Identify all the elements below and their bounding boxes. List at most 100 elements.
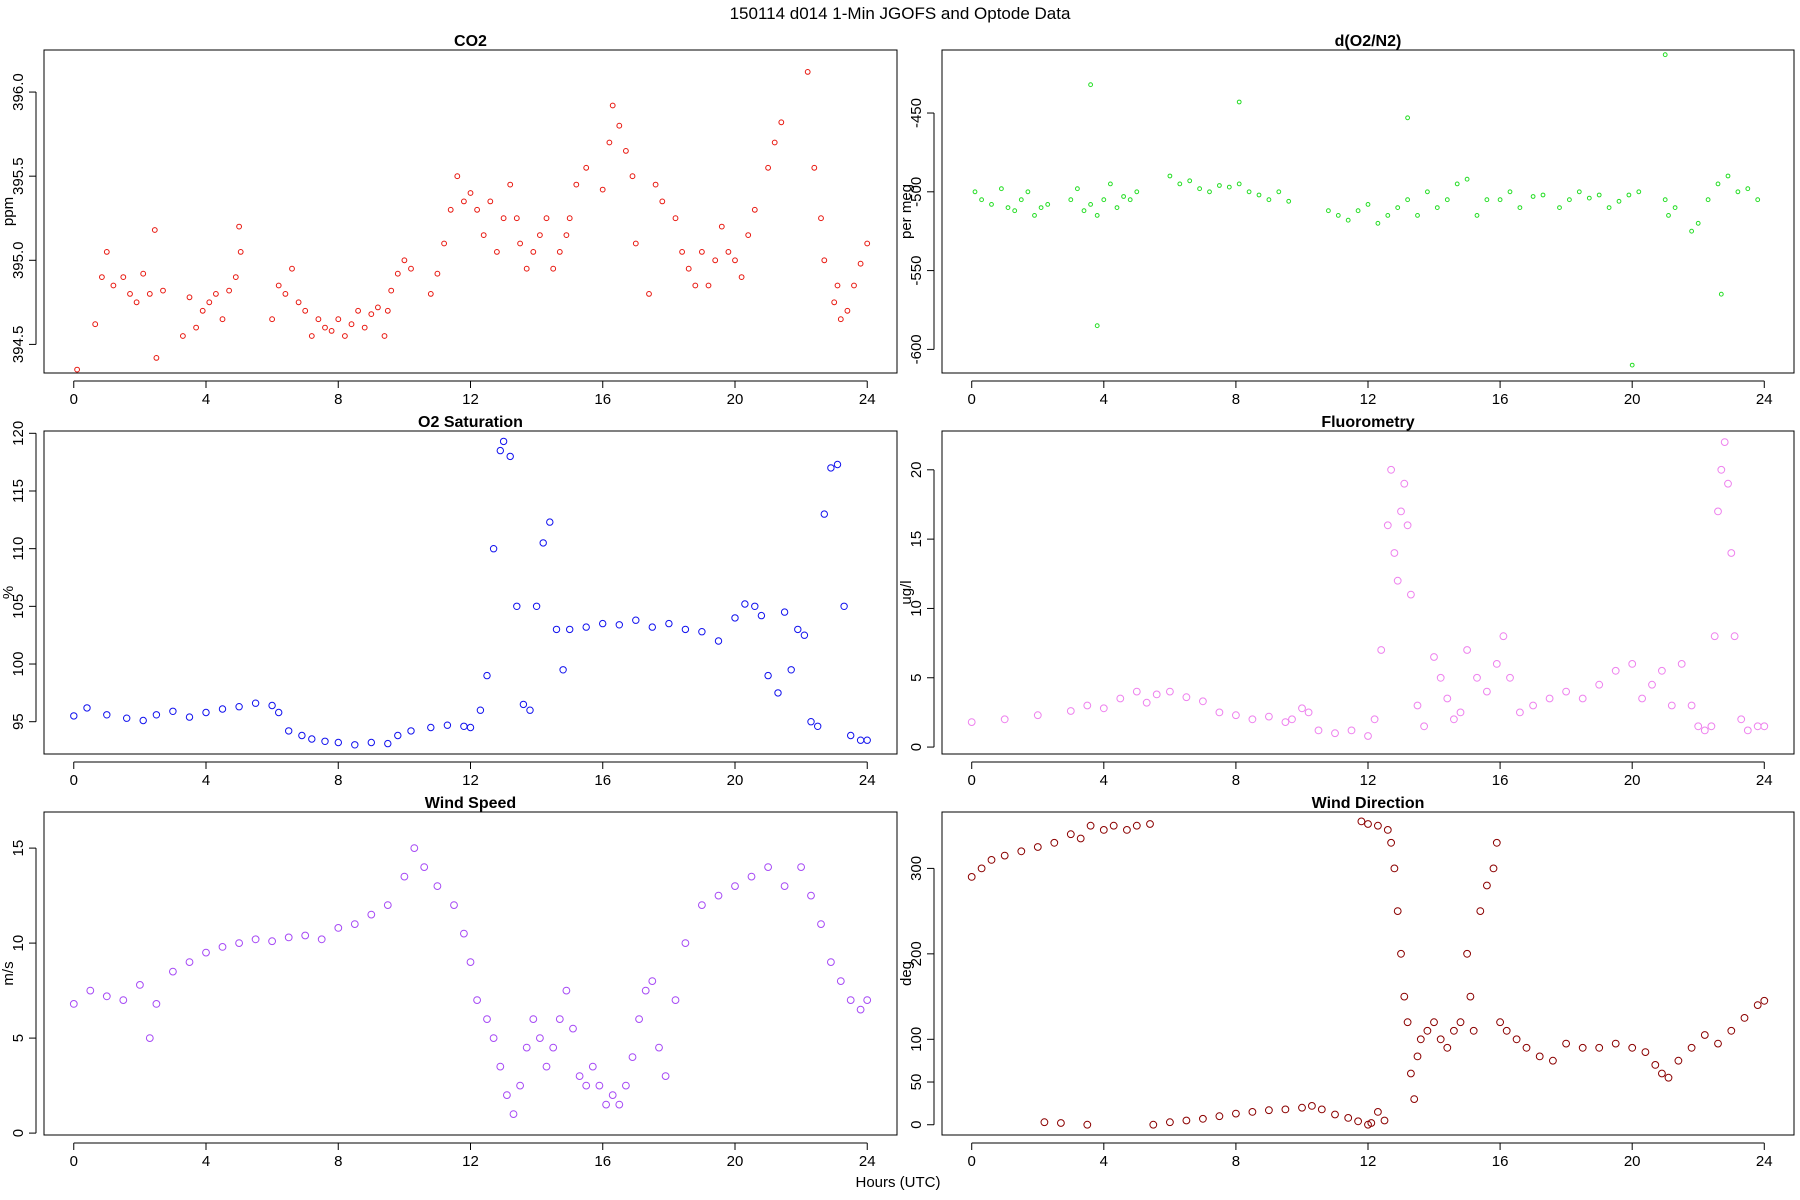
- data-point: [102, 992, 111, 1001]
- data-point: [202, 708, 210, 717]
- data-point: [972, 189, 978, 195]
- data-point: [1410, 1095, 1419, 1103]
- data-point: [1357, 817, 1366, 826]
- data-point: [1403, 1018, 1412, 1027]
- data-point: [1489, 864, 1498, 873]
- data-point: [764, 671, 772, 680]
- data-point: [628, 1053, 637, 1061]
- data-point: [434, 270, 441, 277]
- data-point: [741, 600, 749, 608]
- data-point: [1492, 838, 1501, 847]
- data-point: [1740, 1014, 1749, 1022]
- data-point: [1753, 722, 1762, 731]
- data-point: [582, 623, 590, 631]
- x-axis-do2n2: 0 4 8 12 16 20 24: [968, 380, 1773, 408]
- data-point: [169, 967, 177, 976]
- data-point: [1094, 323, 1100, 329]
- x-tick-label: 20: [727, 1153, 744, 1170]
- x-axis-fluor: 0 4 8 12 16 20 24: [968, 761, 1773, 789]
- data-point: [1715, 181, 1721, 187]
- data-point: [1331, 1110, 1339, 1119]
- data-point: [236, 223, 243, 230]
- data-point: [1407, 590, 1415, 599]
- data-point: [152, 1000, 161, 1008]
- data-point: [661, 1072, 670, 1080]
- plot-frame-windspeed: [43, 811, 898, 1136]
- data-point: [123, 714, 131, 722]
- data-point: [595, 1081, 604, 1090]
- data-point: [840, 602, 848, 610]
- data-point: [1390, 864, 1399, 873]
- panel-winddir: Wind Direction deg 0 4 8 12 16 20 24 0 50 100 200 300: [898, 795, 1795, 1170]
- data-point: [1535, 1052, 1544, 1061]
- x-tick-label: 8: [334, 391, 342, 408]
- data-point: [145, 1034, 154, 1042]
- data-point: [1415, 213, 1420, 218]
- data-point: [487, 198, 494, 205]
- data-point: [632, 240, 639, 247]
- data-point: [539, 539, 547, 547]
- data-point: [69, 1000, 78, 1008]
- data-point: [1226, 184, 1232, 190]
- data-point: [778, 119, 785, 126]
- data-point: [1217, 183, 1222, 188]
- data-point: [213, 291, 219, 297]
- data-point: [1177, 181, 1183, 187]
- data-point: [731, 614, 739, 622]
- data-point: [1405, 115, 1410, 121]
- data-point: [1628, 1043, 1637, 1052]
- data-point: [582, 1081, 591, 1090]
- data-point: [202, 948, 210, 957]
- data-point: [1040, 1118, 1049, 1127]
- data-point: [1380, 1116, 1389, 1125]
- y-tick-label: 0: [908, 1121, 925, 1129]
- data-point: [1700, 1031, 1709, 1039]
- data-point: [738, 274, 745, 281]
- data-point: [1420, 722, 1428, 731]
- x-tick-label: 0: [968, 1153, 976, 1170]
- series-fluor: [967, 438, 1769, 740]
- data-point: [800, 631, 809, 639]
- data-point: [1586, 195, 1592, 201]
- data-point: [1083, 701, 1092, 710]
- data-point: [388, 287, 395, 294]
- data-point: [1718, 291, 1724, 297]
- data-point: [549, 1043, 558, 1052]
- y-tick-label: 100: [10, 652, 27, 677]
- data-point: [467, 190, 474, 196]
- data-point: [804, 69, 811, 75]
- data-point: [1454, 181, 1460, 187]
- data-point: [494, 249, 500, 255]
- x-tick-label: 8: [1232, 772, 1240, 789]
- data-point: [1395, 205, 1401, 211]
- data-point: [665, 619, 673, 628]
- data-point: [1000, 715, 1009, 724]
- data-point: [1347, 726, 1356, 735]
- data-point: [1662, 197, 1668, 203]
- x-tick-label: 8: [1232, 391, 1240, 408]
- data-point: [1724, 479, 1732, 488]
- data-point: [169, 707, 177, 715]
- data-point: [1413, 1052, 1422, 1061]
- data-point: [146, 291, 153, 297]
- data-point: [1425, 189, 1430, 195]
- x-axis-windspeed: 0 4 8 12 16 20 24: [70, 1142, 876, 1170]
- data-point: [731, 882, 739, 890]
- x-tick-label: 20: [1624, 1153, 1641, 1170]
- data-point: [1469, 1026, 1478, 1035]
- x-axis-o2sat: 0 4 8 12 16 20 24: [70, 761, 876, 789]
- data-point: [1497, 197, 1503, 203]
- data-point: [1405, 197, 1410, 203]
- data-point: [1152, 690, 1161, 699]
- data-point: [1025, 189, 1031, 195]
- data-point: [1484, 197, 1490, 203]
- data-point: [206, 299, 213, 306]
- data-point: [821, 257, 828, 264]
- data-point: [1760, 722, 1769, 731]
- data-point: [851, 282, 857, 289]
- data-point: [863, 736, 871, 744]
- data-point: [1326, 208, 1331, 214]
- data-point: [811, 164, 818, 171]
- data-point: [1286, 198, 1292, 204]
- x-tick-label: 12: [1360, 772, 1377, 789]
